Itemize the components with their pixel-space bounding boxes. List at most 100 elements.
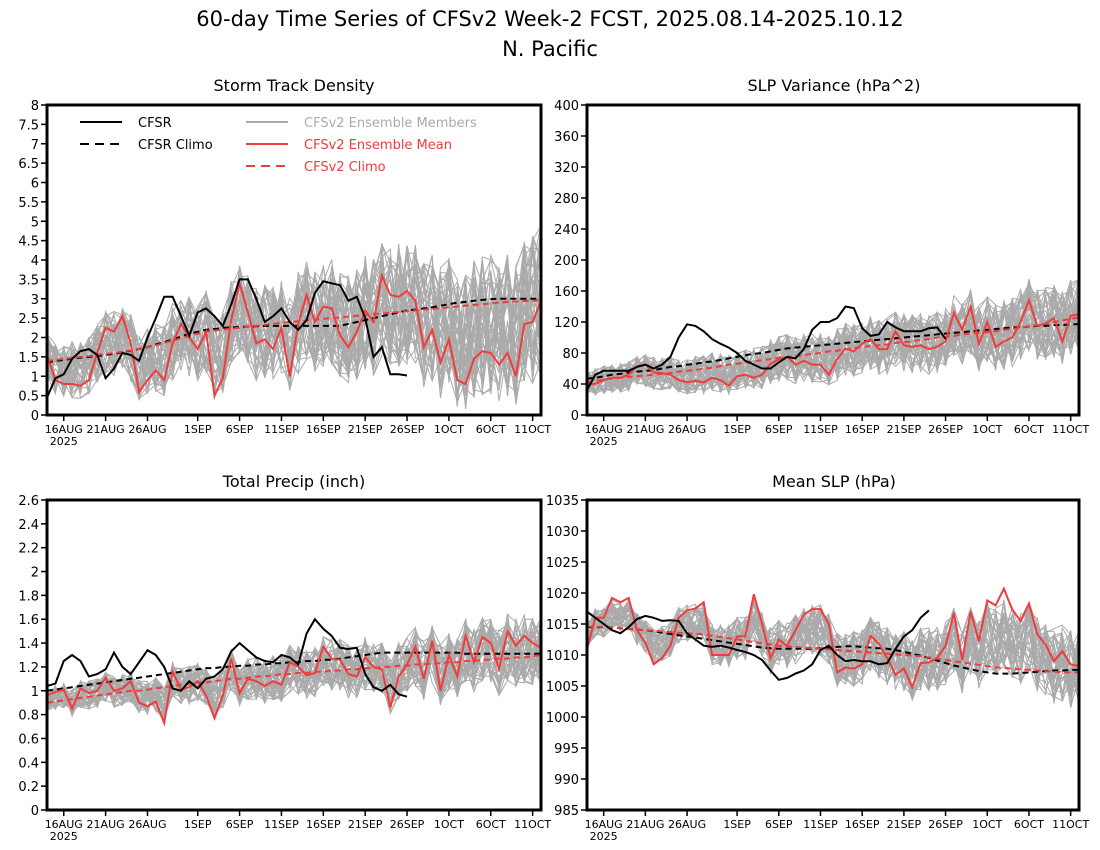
x-tick-label: 6SEP bbox=[226, 818, 254, 831]
ensemble-members bbox=[587, 278, 1079, 397]
x-tick-label: 16SEP bbox=[306, 423, 341, 436]
x-tick-label: 16AUG bbox=[45, 818, 83, 831]
x-tick-label: 1SEP bbox=[723, 818, 751, 831]
x-tick-label: 11OCT bbox=[1052, 818, 1089, 831]
y-tick-label: 1025 bbox=[546, 556, 579, 571]
y-tick-label: 985 bbox=[554, 804, 579, 819]
ensemble-member-line bbox=[587, 600, 1079, 690]
x-tick-label: 26AUG bbox=[668, 423, 706, 436]
x-tick-label: 6OCT bbox=[1014, 818, 1044, 831]
x-tick-label: 1OCT bbox=[972, 818, 1002, 831]
legend-label: CFSv2 Climo bbox=[304, 160, 386, 175]
x-tick-label: 16SEP bbox=[845, 423, 880, 436]
x-tick-label: 21SEP bbox=[348, 818, 383, 831]
y-tick-label: 2.6 bbox=[18, 494, 39, 509]
panel-1: Storm Track Density 0 0.5 1 1.5 2 2.5 3 3.5 4 4.5 5… bbox=[18, 76, 551, 448]
series-cfsr bbox=[47, 617, 408, 698]
x-tick-label: 11OCT bbox=[514, 423, 551, 436]
legend-label: CFSv2 Ensemble Members bbox=[304, 116, 477, 131]
y-tick-label: 1030 bbox=[546, 525, 579, 540]
x-tick-label: 21AUG bbox=[87, 423, 125, 436]
ensemble-member-line bbox=[587, 292, 1079, 392]
y-tick-label: 280 bbox=[554, 192, 579, 207]
y-tick-label: 0.6 bbox=[18, 732, 39, 747]
series-cfsr bbox=[587, 305, 947, 391]
y-tick-label: 1.2 bbox=[18, 661, 39, 676]
y-tick-label: 160 bbox=[554, 285, 579, 300]
series-cfsr-climo bbox=[587, 626, 1079, 675]
x-tick-label: 11SEP bbox=[803, 818, 838, 831]
ensemble-member-line bbox=[587, 599, 1079, 702]
x-year-label: 2025 bbox=[50, 830, 78, 843]
plot-frame bbox=[45, 498, 543, 812]
x-tick-label: 21AUG bbox=[626, 423, 664, 436]
y-tick-label: 1.4 bbox=[18, 637, 39, 652]
ensemble-member-line bbox=[587, 289, 1079, 395]
ensemble-member-line bbox=[587, 289, 1079, 393]
y-tick-label: 0.2 bbox=[18, 780, 39, 795]
series-cfsv2-ensemble-mean bbox=[47, 272, 541, 400]
y-tick-label: 0.8 bbox=[18, 709, 39, 724]
y-tick-label: 6 bbox=[31, 177, 39, 192]
series-cfsr bbox=[47, 278, 408, 398]
y-tick-label: 2.5 bbox=[18, 312, 39, 327]
x-tick-label: 6OCT bbox=[476, 423, 506, 436]
panel-4: Mean SLP (hPa) 985 990 995 1000 1005 1010 1015 1… bbox=[546, 472, 1090, 843]
ensemble-member-line bbox=[587, 294, 1079, 393]
x-tick-label: 6OCT bbox=[1014, 423, 1044, 436]
y-tick-label: 4 bbox=[31, 254, 39, 269]
y-tick-label: 1000 bbox=[546, 711, 579, 726]
y-tick-label: 995 bbox=[554, 742, 579, 757]
y-tick-label: 360 bbox=[554, 130, 579, 145]
ensemble-member-line bbox=[47, 625, 541, 709]
x-tick-label: 26SEP bbox=[928, 423, 963, 436]
figure-title: 60-day Time Series of CFSv2 Week-2 FCST,… bbox=[196, 7, 903, 31]
y-tick-label: 5 bbox=[31, 215, 39, 230]
series-cfsv2-climo bbox=[587, 625, 1079, 674]
ensemble-member-line bbox=[47, 620, 541, 711]
x-tick-label: 21SEP bbox=[887, 423, 922, 436]
y-tick-label: 5.5 bbox=[18, 196, 39, 211]
y-tick-label: 400 bbox=[554, 99, 579, 114]
x-tick-label: 11SEP bbox=[264, 423, 299, 436]
y-tick-label: 1010 bbox=[546, 649, 579, 664]
x-tick-label: 16SEP bbox=[845, 818, 880, 831]
y-tick-label: 1 bbox=[31, 685, 39, 700]
x-tick-label: 6SEP bbox=[226, 423, 254, 436]
ensemble-member-line bbox=[587, 278, 1079, 394]
x-tick-label: 1OCT bbox=[434, 423, 464, 436]
x-tick-label: 1SEP bbox=[184, 818, 212, 831]
x-tick-label: 26AUG bbox=[128, 423, 166, 436]
y-tick-label: 1 bbox=[31, 370, 39, 385]
ensemble-member-line bbox=[587, 294, 1079, 392]
panel-3: Total Precip (inch) 0 0.2 0.4 0.6 0.8 1 1.2 1.4 1… bbox=[18, 472, 551, 843]
x-tick-label: 11OCT bbox=[1052, 423, 1089, 436]
x-year-label: 2025 bbox=[590, 830, 618, 843]
x-tick-label: 21AUG bbox=[87, 818, 125, 831]
x-year-label: 2025 bbox=[590, 435, 618, 448]
x-tick-label: 16SEP bbox=[306, 818, 341, 831]
x-tick-label: 1OCT bbox=[972, 423, 1002, 436]
x-tick-label: 26AUG bbox=[128, 818, 166, 831]
y-tick-label: 0 bbox=[31, 409, 39, 424]
x-tick-label: 26SEP bbox=[928, 818, 963, 831]
series-cfsv2-climo bbox=[587, 316, 1079, 384]
series-cfsr-climo bbox=[587, 323, 1079, 380]
y-tick-label: 0.5 bbox=[18, 390, 39, 405]
y-tick-label: 2 bbox=[31, 332, 39, 347]
y-tick-label: 40 bbox=[562, 378, 579, 393]
y-tick-label: 240 bbox=[554, 223, 579, 238]
x-tick-label: 1OCT bbox=[434, 818, 464, 831]
x-tick-label: 16AUG bbox=[45, 423, 83, 436]
y-tick-label: 4.5 bbox=[18, 235, 39, 250]
y-tick-label: 3 bbox=[31, 293, 39, 308]
x-tick-label: 21SEP bbox=[348, 423, 383, 436]
x-tick-label: 6SEP bbox=[765, 818, 793, 831]
legend-label: CFSR bbox=[138, 116, 172, 131]
legend: CFSR CFSR Climo CFSv2 Ensemble Members CFSv… bbox=[80, 116, 477, 175]
legend-label: CFSv2 Ensemble Mean bbox=[304, 138, 452, 153]
x-tick-label: 11SEP bbox=[264, 818, 299, 831]
legend-label: CFSR Climo bbox=[138, 138, 213, 153]
y-tick-label: 120 bbox=[554, 316, 579, 331]
